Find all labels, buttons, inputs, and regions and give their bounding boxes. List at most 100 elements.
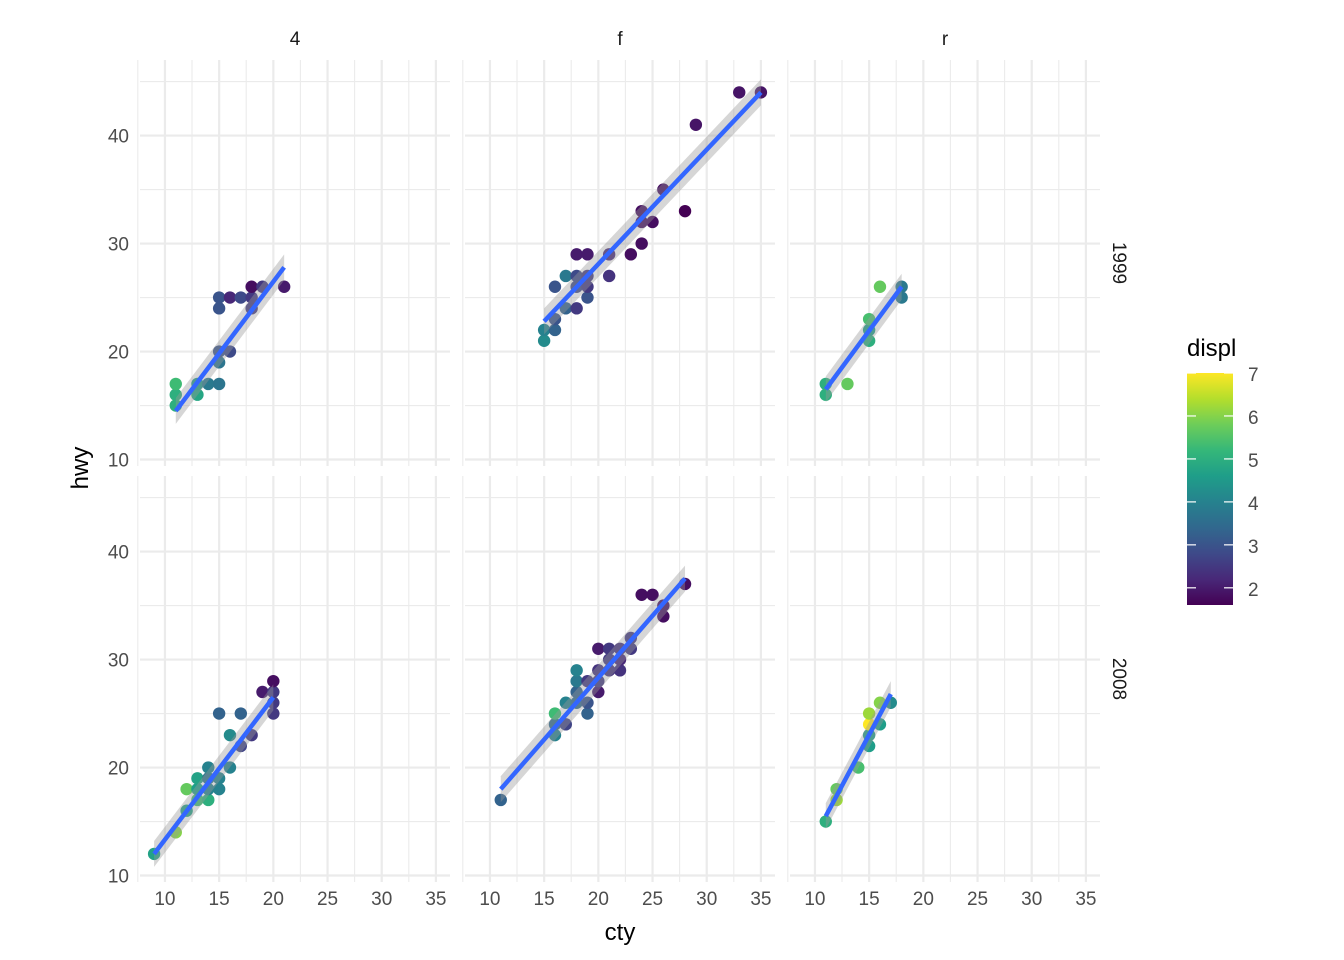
data-point [657,610,670,623]
data-point [819,388,832,401]
y-tick-label: 40 [108,127,129,148]
data-point [570,269,583,283]
data-point [548,323,562,337]
data-point [202,761,215,774]
x-tick-label: 25 [642,889,663,910]
smooth-line [823,693,893,818]
data-point [841,377,854,391]
data-point [592,685,605,699]
legend-tick-label: 6 [1248,408,1259,429]
data-point [267,707,280,720]
data-point [733,86,746,99]
data-point [819,815,832,828]
data-point [202,377,215,391]
data-point [570,664,583,677]
data-point [613,664,627,677]
y-tick-label: 10 [108,451,129,472]
data-point [862,312,876,326]
x-tick-label: 25 [967,889,988,910]
x-tick-label: 10 [479,889,500,910]
legend-tick-label: 4 [1248,494,1259,515]
smooth-line [499,577,687,791]
data-point [862,707,876,720]
data-point [267,685,280,699]
data-point [191,772,204,785]
x-tick-label: 30 [371,889,392,910]
legend-tick-label: 2 [1248,580,1259,601]
x-tick-label: 30 [696,889,717,910]
data-point [169,388,182,401]
data-point [169,377,182,391]
data-point [234,291,248,304]
data-point [559,302,573,315]
x-tick-label: 25 [317,889,338,910]
x-tick-label: 15 [209,889,230,910]
facet-strip-col: r [942,29,949,50]
data-point [602,642,616,655]
x-tick-label: 10 [154,889,175,910]
y-tick-label: 10 [108,867,129,888]
data-point [635,588,648,601]
data-point [570,248,583,261]
y-tick-label: 20 [108,759,129,780]
data-point [267,674,280,688]
y-axis-title: hwy [67,447,94,490]
data-point [592,642,605,655]
smooth-line [542,90,763,323]
data-point [212,707,226,720]
data-point [678,204,692,218]
facet-strip-col: f [617,29,623,50]
x-tick-label: 20 [588,889,609,910]
data-point [245,280,258,293]
x-tick-label: 20 [913,889,934,910]
data-point [570,674,583,688]
data-point [277,280,291,293]
data-point [581,248,594,261]
y-tick-label: 30 [108,651,129,672]
data-point [180,782,193,796]
data-point [191,388,204,401]
x-tick-label: 15 [859,889,880,910]
facet-strip-row: 1999 [1108,242,1129,284]
data-point [537,323,551,337]
colorbar [1187,373,1233,605]
x-tick-label: 35 [425,889,446,910]
data-point [559,269,573,283]
x-tick-label: 30 [1021,889,1042,910]
data-point [537,334,551,347]
data-point [548,280,562,293]
x-tick-label: 35 [750,889,771,910]
x-tick-label: 35 [1075,889,1096,910]
data-point [635,237,648,250]
x-tick-label: 10 [804,889,825,910]
data-point [581,291,594,304]
smooth-line [152,695,276,856]
x-tick-label: 15 [534,889,555,910]
data-point [689,118,703,131]
data-point [548,707,562,720]
x-axis-title: cty [605,919,636,946]
data-point [245,291,258,304]
data-point [223,761,237,774]
data-point [873,280,887,293]
data-point [646,215,659,229]
data-point [559,696,573,709]
data-point [223,728,237,742]
smooth-line [173,265,286,413]
data-point [256,685,269,699]
data-point [581,280,594,293]
data-point [212,302,226,315]
data-point [494,793,507,807]
data-point [223,345,237,358]
data-point [212,782,226,796]
x-tick-label: 20 [263,889,284,910]
legend-tick-label: 5 [1248,451,1259,472]
legend-tick-label: 3 [1248,537,1259,558]
facet-strip-col: 4 [290,29,301,50]
data-point [212,291,226,304]
y-tick-label: 20 [108,343,129,364]
legend-tick-label: 7 [1248,365,1259,386]
y-tick-label: 40 [108,543,129,564]
